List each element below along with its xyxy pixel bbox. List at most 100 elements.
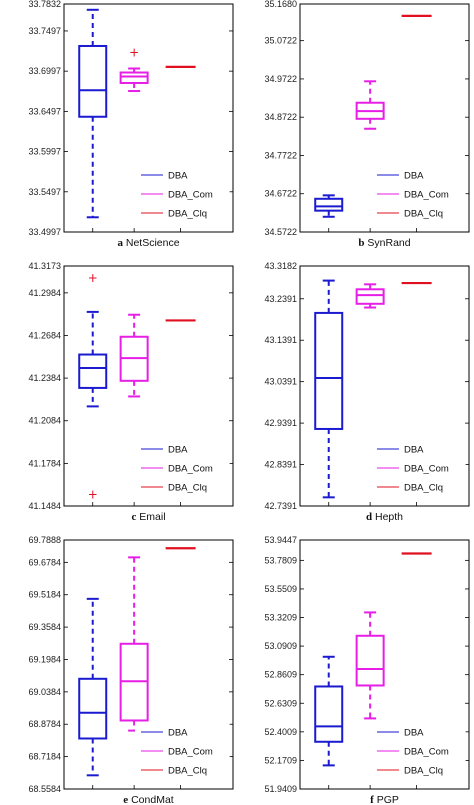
y-tick-label: 41.2984 — [28, 288, 61, 298]
y-tick-label: 34.9722 — [264, 74, 297, 84]
legend-label: DBA_Com — [168, 747, 213, 758]
y-tick-label: 33.6997 — [28, 66, 61, 76]
y-tick-label: 51.9409 — [264, 784, 297, 794]
series-dba-com — [119, 556, 149, 732]
series-dba-com — [355, 611, 385, 720]
legend-label: DBA_Clq — [404, 483, 443, 494]
y-tick-label: 34.8722 — [264, 112, 297, 122]
legend-label: DBA_Com — [404, 190, 449, 201]
box-iqr — [78, 677, 108, 740]
y-tick-label: 69.0384 — [28, 687, 61, 697]
box-iqr — [355, 634, 385, 687]
series-dba-com — [355, 283, 385, 309]
panel-letter: c — [131, 511, 136, 523]
panel-b: 35.1680 35.0722 34.9722 34.8722 34.7722 34.67… — [264, 0, 470, 249]
y-tick-label: 43.3182 — [264, 261, 297, 271]
y-tick-label: 69.5184 — [28, 590, 61, 600]
legend: DBA DBA_Com DBA_Clq — [134, 165, 230, 227]
y-tick-label: 33.4997 — [28, 227, 61, 237]
legend-label: DBA_Clq — [404, 766, 443, 777]
outlier-marker: + — [88, 271, 98, 285]
legend-label: DBA_Com — [404, 464, 449, 475]
y-tick-label: 53.0909 — [264, 641, 297, 651]
y-tick-label: 33.5497 — [28, 187, 61, 197]
y-tick-label: 34.5722 — [264, 227, 297, 237]
y-tick-label: 53.9447 — [264, 535, 297, 545]
panel-caption: b SynRand — [358, 237, 410, 249]
legend: DBA DBA_Com DBA_Clq — [370, 439, 466, 501]
legend-label: DBA_Clq — [168, 209, 207, 220]
y-tick-label: 42.7391 — [264, 501, 297, 511]
legend-label: DBA — [404, 445, 424, 456]
outlier-marker: + — [88, 487, 98, 501]
y-tick-label: 41.3173 — [28, 261, 61, 271]
legend: DBA DBA_Com DBA_Clq — [134, 722, 230, 784]
panel-name: Email — [139, 511, 165, 523]
panel-letter: e — [123, 794, 128, 805]
panel-name: Hepth — [375, 511, 403, 523]
axes-frame — [299, 3, 470, 233]
y-tick-label: 41.1484 — [28, 501, 61, 511]
legend-label: DBA — [168, 728, 188, 739]
y-tick-label: 33.5997 — [28, 147, 61, 157]
y-tick-label: 53.7809 — [264, 555, 297, 565]
y-tick-label: 41.2684 — [28, 330, 61, 340]
y-tick-label: 41.2384 — [28, 373, 61, 383]
legend-label: DBA — [168, 445, 188, 456]
series-dba — [78, 8, 108, 219]
panel-letter: a — [117, 237, 123, 249]
y-tick-label: 34.7722 — [264, 150, 297, 160]
panel-letter: f — [370, 794, 374, 805]
legend: DBA DBA_Com DBA_Clq — [370, 165, 466, 227]
legend-label: DBA_Clq — [168, 483, 207, 494]
box-iqr — [355, 288, 385, 305]
y-tick-label: 69.6784 — [28, 557, 61, 567]
panel-name: NetScience — [126, 237, 180, 249]
panel-letter: d — [366, 511, 372, 523]
y-tick-label: 52.6309 — [264, 698, 297, 708]
series-dba — [314, 194, 344, 218]
panel-a: 33.7832 33.7497 33.6997 33.6497 33.5997 33.54… — [28, 0, 234, 249]
axes-frame — [63, 265, 234, 507]
axes-frame — [299, 539, 470, 790]
panel-caption: d Hepth — [366, 511, 403, 523]
legend-label: DBA — [404, 728, 424, 739]
y-tick-label: 43.0391 — [264, 377, 297, 387]
panel-name: SynRand — [367, 237, 410, 249]
panel-letter: b — [358, 237, 364, 249]
y-tick-label: 34.6722 — [264, 189, 297, 199]
box-iqr — [78, 44, 108, 118]
series-dba-com — [119, 313, 149, 398]
panel-name: PGP — [377, 794, 399, 805]
legend-label: DBA_Com — [404, 747, 449, 758]
y-tick-label: 42.9391 — [264, 418, 297, 428]
series-dba — [78, 597, 108, 777]
series-dba: ++ — [78, 271, 108, 501]
panel-caption: c Email — [131, 511, 165, 523]
y-tick-label: 43.2391 — [264, 294, 297, 304]
axes-frame — [63, 3, 234, 233]
legend: DBA DBA_Com DBA_Clq — [134, 439, 230, 501]
y-tick-label: 33.7497 — [28, 26, 61, 36]
panel-e: 69.7888 69.6784 69.5184 69.3584 69.1984 69.03… — [28, 535, 234, 805]
series-dba — [314, 279, 344, 499]
y-tick-label: 42.8391 — [264, 460, 297, 470]
box-iqr — [314, 311, 344, 430]
series-dba — [314, 655, 344, 767]
box-iqr — [314, 685, 344, 743]
outlier-marker: + — [129, 45, 139, 59]
panel-c: 41.3173 41.2984 41.2684 41.2384 41.2084 41.17… — [28, 261, 234, 523]
series-dba-com: + — [119, 45, 149, 93]
y-tick-label: 69.3584 — [28, 622, 61, 632]
y-tick-label: 53.5509 — [264, 584, 297, 594]
panel-name: CondMat — [131, 794, 174, 805]
legend-label: DBA — [168, 171, 188, 182]
y-tick-label: 52.8609 — [264, 670, 297, 680]
y-tick-label: 68.5584 — [28, 784, 61, 794]
y-tick-label: 68.7184 — [28, 752, 61, 762]
y-tick-label: 68.8784 — [28, 719, 61, 729]
panel-f: 53.9447 53.7809 53.5509 53.3209 53.0909 52.86… — [264, 535, 470, 805]
panel-d: 43.3182 43.2391 43.1391 43.0391 42.9391 42.83… — [264, 261, 470, 523]
y-tick-label: 69.7888 — [28, 535, 61, 545]
